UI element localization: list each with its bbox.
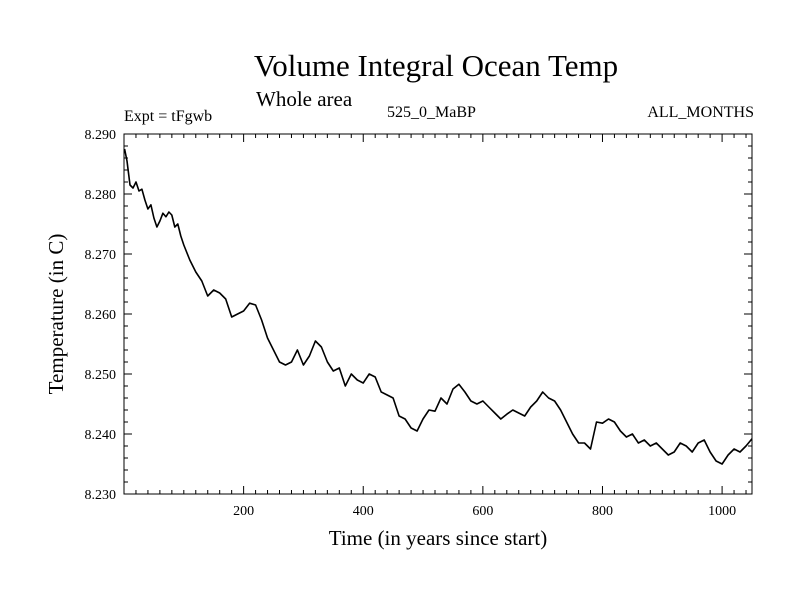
- x-tick-label: 800: [592, 504, 613, 519]
- experiment-label: Expt = tFgwb: [124, 108, 213, 125]
- y-tick-label: 8.260: [85, 308, 117, 323]
- period-label: ALL_MONTHS: [647, 104, 754, 121]
- plot-frame: [123, 133, 753, 495]
- y-tick-label: 8.280: [85, 188, 117, 203]
- y-tick-label: 8.270: [85, 248, 117, 263]
- run-label: 525_0_MaBP: [387, 104, 476, 121]
- y-tick-label: 8.290: [85, 128, 117, 143]
- y-tick-label: 8.230: [85, 488, 117, 503]
- x-tick-label: 400: [353, 504, 374, 519]
- x-tick-label: 1000: [708, 504, 736, 519]
- x-axis-label: Time (in years since start): [329, 526, 548, 550]
- y-axis-label: Temperature (in C): [44, 234, 68, 395]
- x-tick-label: 200: [233, 504, 254, 519]
- x-tick-label: 600: [472, 504, 493, 519]
- y-tick-label: 8.250: [85, 368, 117, 383]
- chart-title: Volume Integral Ocean Temp: [253, 48, 619, 83]
- chart-subtitle: Whole area: [256, 87, 353, 111]
- y-tick-label: 8.240: [85, 428, 117, 443]
- series-line: [123, 148, 753, 465]
